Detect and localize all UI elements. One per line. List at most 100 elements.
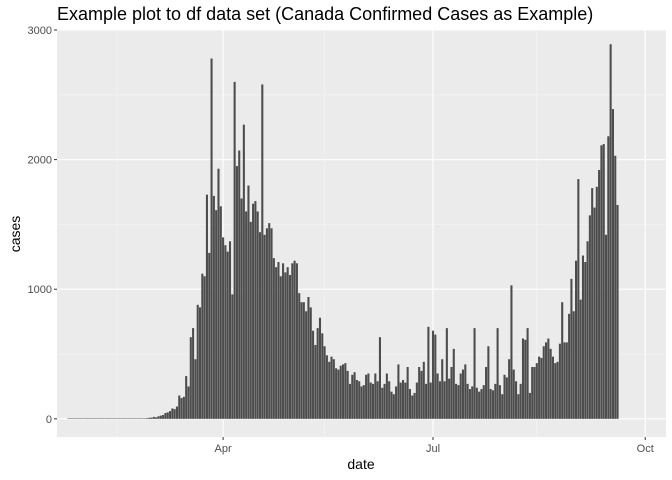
bar <box>591 188 593 419</box>
bar <box>467 384 469 419</box>
x-axis-title: date <box>347 456 374 472</box>
bar <box>134 418 136 419</box>
bar <box>580 300 582 419</box>
bar <box>227 252 229 419</box>
bar <box>374 373 376 418</box>
bar <box>169 411 171 419</box>
bar <box>603 144 605 419</box>
bar <box>441 359 443 419</box>
bar <box>284 272 286 418</box>
bar <box>174 409 176 419</box>
bar <box>330 357 332 419</box>
bar <box>409 389 411 419</box>
bar <box>312 331 314 419</box>
bar <box>384 384 386 419</box>
bar <box>254 201 256 419</box>
bar <box>540 358 542 419</box>
bar <box>340 366 342 419</box>
bar <box>453 349 455 419</box>
bar <box>282 263 284 419</box>
bar <box>598 170 600 419</box>
bar <box>121 418 123 419</box>
bar <box>395 386 397 418</box>
bar <box>291 263 293 419</box>
bar <box>181 398 183 419</box>
bar <box>483 385 485 419</box>
bar <box>132 418 134 419</box>
bar <box>587 241 589 419</box>
x-tick-label: Apr <box>215 443 232 455</box>
bar <box>84 418 86 419</box>
bar <box>497 328 499 419</box>
bar <box>280 276 282 419</box>
bar <box>610 44 612 419</box>
bar <box>178 396 180 419</box>
bar <box>524 340 526 419</box>
bar <box>545 342 547 418</box>
bar <box>566 342 568 418</box>
bar <box>510 285 512 419</box>
bar <box>506 377 508 418</box>
bar <box>215 210 217 419</box>
bar <box>204 276 206 419</box>
bar <box>266 228 268 419</box>
bar <box>79 418 81 419</box>
bar <box>476 388 478 419</box>
bar <box>370 383 372 419</box>
bar <box>455 384 457 419</box>
bar <box>68 418 70 419</box>
bar <box>501 394 503 419</box>
bar <box>289 275 291 419</box>
bar <box>596 187 598 419</box>
bar <box>420 371 422 419</box>
y-tick-label: 2000 <box>28 155 52 167</box>
bar <box>231 294 233 418</box>
bar <box>287 267 289 419</box>
bar <box>600 145 602 418</box>
y-axis-title: cases <box>7 216 23 253</box>
y-tick-label: 1000 <box>28 284 52 296</box>
bar <box>522 338 524 418</box>
bar <box>208 253 210 419</box>
bar <box>300 302 302 419</box>
bar <box>478 392 480 419</box>
bar <box>427 327 429 419</box>
bar <box>326 355 328 419</box>
bar <box>538 357 540 419</box>
bar <box>439 381 441 419</box>
bar <box>536 363 538 419</box>
bar <box>238 151 240 419</box>
bar <box>91 418 93 419</box>
bar <box>550 349 552 419</box>
bar <box>277 262 279 419</box>
bar <box>358 381 360 419</box>
bar <box>206 195 208 419</box>
bar <box>194 359 196 419</box>
bar <box>450 367 452 419</box>
bar <box>563 342 565 418</box>
bar <box>411 396 413 419</box>
bar <box>487 346 489 419</box>
bar <box>577 179 579 419</box>
bar <box>296 263 298 419</box>
bar <box>146 418 148 419</box>
bar <box>305 311 307 419</box>
bar <box>448 379 450 419</box>
bar <box>176 407 178 419</box>
bar <box>347 371 349 419</box>
bar <box>243 125 245 419</box>
bar <box>220 206 222 419</box>
bar <box>552 357 554 419</box>
bar <box>190 337 192 419</box>
bar <box>141 418 143 419</box>
bar <box>187 386 189 418</box>
bar <box>224 245 226 419</box>
bar <box>217 169 219 419</box>
bar <box>74 418 76 419</box>
bar <box>513 370 515 419</box>
bar <box>543 346 545 419</box>
bar <box>192 328 194 419</box>
bar <box>414 393 416 419</box>
bar <box>575 261 577 419</box>
bar <box>614 156 616 419</box>
